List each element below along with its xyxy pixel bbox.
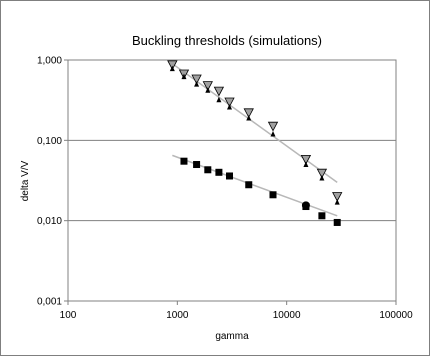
triangle-down-marker: [332, 192, 343, 202]
triangle-up-marker: [246, 114, 252, 121]
x-tick-label: 10000: [273, 310, 301, 321]
square-marker: [180, 157, 188, 165]
y-tick-label: 1,000: [37, 56, 62, 67]
triangle-up-marker: [334, 199, 340, 205]
y-axis-title: delta V/V: [20, 160, 31, 201]
triangle-up-marker: [181, 73, 187, 80]
x-tick-label: 100000: [379, 310, 413, 321]
circle-marker: [301, 201, 310, 210]
triangle-down-marker: [267, 121, 279, 132]
x-tick-label: 1000: [166, 310, 189, 321]
grid-layer: [68, 139, 396, 222]
square-marker: [245, 181, 253, 189]
square-marker: [225, 172, 233, 180]
square-marker: [333, 218, 341, 226]
square-marker: [193, 161, 201, 169]
triangle-up-marker: [205, 87, 211, 93]
triangle-up-marker: [226, 103, 232, 110]
plot-area: [67, 59, 397, 302]
x-tick-label: 100: [60, 310, 77, 321]
triangle-up-marker: [303, 161, 309, 168]
triangle-down-marker: [202, 81, 213, 91]
triangle-down-marker: [213, 86, 225, 97]
triangle-down-marker: [316, 168, 328, 179]
trendline: [171, 63, 338, 183]
marker-layer: [167, 60, 343, 226]
y-tick-label: 0,010: [37, 216, 62, 227]
y-tick-label: 0,100: [37, 136, 62, 147]
triangle-up-marker: [216, 96, 222, 103]
x-axis-title: gamma: [215, 331, 249, 342]
square-marker: [204, 166, 212, 174]
square-marker: [318, 212, 326, 220]
triangle-up-marker: [270, 130, 276, 137]
triangle-up-marker: [194, 81, 200, 87]
y-tick-label: 0,001: [37, 297, 62, 308]
triangle-up-marker: [319, 174, 325, 181]
chart-title: Buckling thresholds (simulations): [132, 33, 322, 48]
square-marker: [215, 168, 223, 176]
triangle-down-marker: [243, 108, 254, 119]
tick-layer: 0,001 0,010 0,100 1,000 100 1000 10000 100000: [37, 56, 413, 322]
triangle-down-marker: [167, 60, 178, 71]
triangle-up-marker: [169, 65, 175, 72]
triangle-down-marker: [224, 97, 235, 108]
square-marker: [269, 191, 277, 199]
triangle-down-marker: [300, 154, 312, 165]
triangle-down-marker: [191, 74, 202, 85]
